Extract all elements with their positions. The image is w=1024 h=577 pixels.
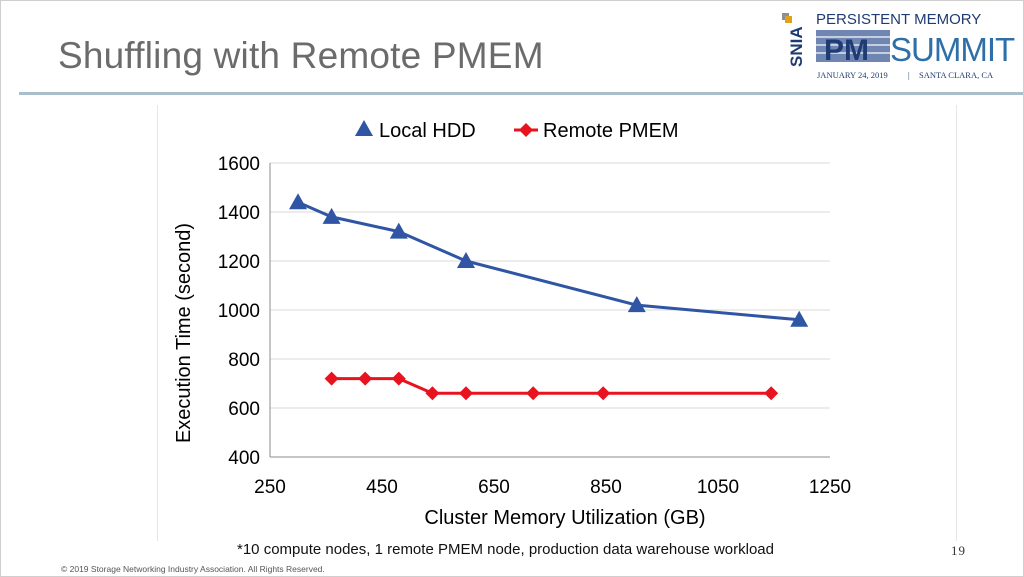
axes	[269, 163, 830, 458]
data-point-remote-pmem	[425, 386, 440, 401]
x-tick-label: 650	[478, 477, 510, 498]
data-point-local-hdd	[790, 310, 809, 327]
summit-logo: SNIA PERSISTENT MEMORY PM SUMMIT JANUARY…	[782, 11, 1016, 80]
logo-location: SANTA CLARA, CA	[919, 70, 994, 80]
series-group	[289, 193, 809, 401]
y-tick-label: 1600	[218, 154, 260, 175]
x-axis-label: Cluster Memory Utilization (GB)	[424, 507, 705, 529]
x-tick-label: 850	[590, 477, 622, 498]
footnote: *10 compute nodes, 1 remote PMEM node, p…	[237, 541, 774, 558]
y-tick-label: 1000	[218, 301, 260, 322]
data-point-local-hdd	[322, 207, 341, 224]
title-divider	[19, 92, 1023, 95]
snia-label: SNIA	[787, 26, 806, 67]
data-point-remote-pmem	[764, 386, 779, 401]
x-tick-label: 250	[254, 477, 286, 498]
legend-label-remote-pmem: Remote PMEM	[543, 120, 679, 142]
legend-item-remote-pmem: Remote PMEM	[514, 120, 679, 142]
logo-date: JANUARY 24, 2019	[817, 70, 888, 80]
snia-logo-icon: SNIA	[782, 13, 806, 67]
data-point-local-hdd	[457, 252, 475, 268]
slide-title: Shuffling with Remote PMEM	[58, 35, 544, 76]
line-chart: 400 600 800 1000 1200 1400 1600 250 450 650 850 10…	[173, 120, 851, 529]
data-point-local-hdd	[389, 222, 408, 239]
y-axis-label: Execution Time (second)	[173, 223, 195, 443]
grid-lines	[270, 162, 830, 409]
data-point-remote-pmem	[459, 386, 473, 401]
pm-mark-text: PM	[824, 34, 869, 67]
y-tick-labels: 400 600 800 1000 1200 1400 1600	[218, 154, 260, 469]
x-tick-labels: 250 450 650 850 1050 1250	[254, 477, 851, 498]
logo-separator: |	[908, 70, 910, 80]
legend: Local HDD Remote PMEM	[355, 120, 679, 142]
data-point-local-hdd	[627, 296, 646, 313]
logo-summit: SUMMIT	[890, 31, 1015, 68]
legend-triangle-icon	[355, 120, 373, 136]
y-tick-label: 1400	[218, 203, 260, 224]
pm-mark-icon: PM	[816, 30, 890, 67]
y-tick-label: 600	[228, 399, 260, 420]
data-point-remote-pmem	[596, 386, 611, 401]
data-point-remote-pmem	[391, 371, 406, 386]
x-tick-label: 1050	[697, 477, 739, 498]
x-tick-label: 450	[366, 477, 398, 498]
page-number: 19	[951, 543, 966, 558]
y-tick-label: 800	[228, 350, 260, 371]
x-tick-label: 1250	[809, 477, 851, 498]
logo-line1: PERSISTENT MEMORY	[816, 11, 981, 28]
chart-area: 400 600 800 1000 1200 1400 1600 250 450 650 850 10…	[157, 105, 957, 541]
legend-item-local-hdd: Local HDD	[355, 120, 476, 142]
data-point-remote-pmem	[324, 371, 339, 386]
legend-label-local-hdd: Local HDD	[379, 120, 476, 142]
y-tick-label: 1200	[218, 252, 260, 273]
data-point-remote-pmem	[526, 386, 541, 401]
y-tick-label: 400	[228, 448, 260, 469]
data-point-remote-pmem	[358, 371, 373, 386]
data-point-local-hdd	[289, 193, 307, 210]
legend-diamond-icon	[519, 123, 533, 137]
series-line-local-hdd	[297, 200, 800, 322]
copyright-notice: © 2019 Storage Networking Industry Assoc…	[61, 564, 325, 574]
